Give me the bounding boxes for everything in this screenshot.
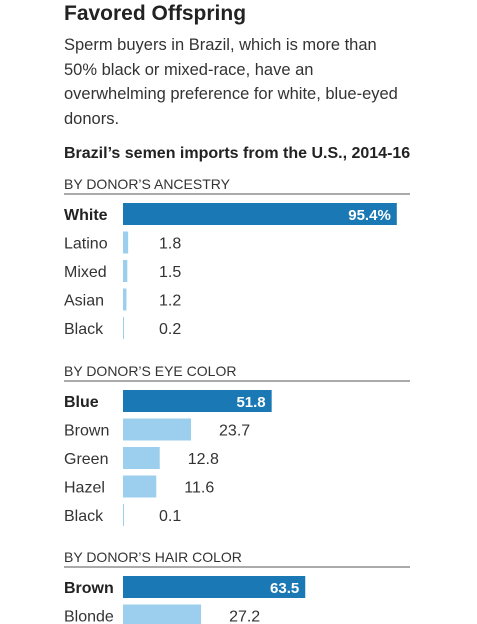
data-label: 0.2 xyxy=(159,321,181,338)
category-label: Mixed xyxy=(64,264,107,281)
bar xyxy=(123,231,129,254)
category-label: Brown xyxy=(64,580,114,597)
data-label: 63.5 xyxy=(270,580,299,597)
data-label: 1.8 xyxy=(159,236,181,253)
data-label: 12.8 xyxy=(188,451,219,468)
section-title: BY DONOR’S ANCESTRY xyxy=(64,176,231,192)
category-label: Black xyxy=(64,321,104,338)
category-label: Latino xyxy=(64,236,108,253)
data-label: 11.6 xyxy=(184,480,214,497)
bar xyxy=(123,576,306,598)
category-label: White xyxy=(64,207,108,224)
category-label: Black xyxy=(64,508,104,525)
bar xyxy=(123,203,397,225)
data-label: 27.2 xyxy=(229,609,260,624)
data-label: 0.1 xyxy=(159,508,181,525)
bar xyxy=(123,504,124,526)
category-label: Hazel xyxy=(64,480,105,497)
bar xyxy=(123,260,128,282)
category-label: Asian xyxy=(64,293,104,310)
bar xyxy=(123,475,157,498)
bar xyxy=(123,418,192,441)
section-title: BY DONOR’S EYE COLOR xyxy=(64,363,236,379)
chart-subtitle: Sperm buyers in Brazil, which is more th… xyxy=(64,36,398,128)
chart-title: Favored Offspring xyxy=(64,2,247,25)
data-label: 95.4% xyxy=(348,207,391,224)
chart-heading: Brazil’s semen imports from the U.S., 20… xyxy=(64,145,411,162)
data-label: 1.5 xyxy=(159,264,181,281)
bar xyxy=(123,447,160,469)
bar xyxy=(123,288,127,311)
data-label: 1.2 xyxy=(159,293,181,310)
category-label: Green xyxy=(64,451,108,468)
category-label: Brown xyxy=(64,423,109,440)
category-label: Blonde xyxy=(64,609,114,624)
bar xyxy=(123,317,124,339)
data-label: 23.7 xyxy=(219,423,250,440)
bar xyxy=(123,604,202,624)
category-label: Blue xyxy=(64,394,99,411)
data-label: 51.8 xyxy=(236,394,265,411)
bar xyxy=(123,390,272,412)
section-title: BY DONOR’S HAIR COLOR xyxy=(64,549,242,565)
